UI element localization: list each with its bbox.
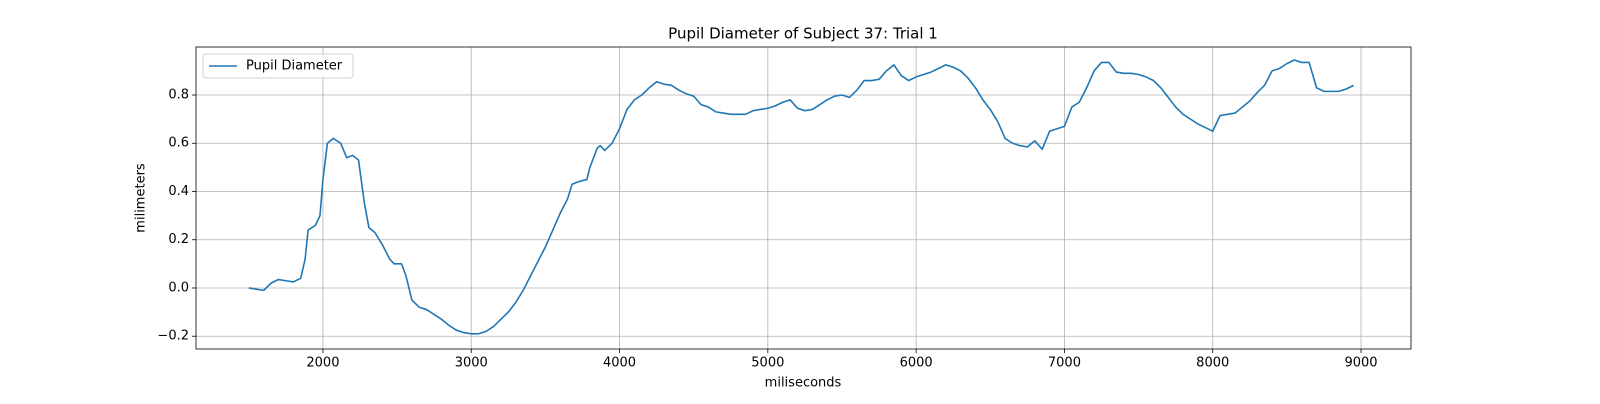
x-tick-label: 5000 (751, 356, 784, 371)
line-series (248, 59, 1354, 335)
x-axis-label: miliseconds (765, 376, 842, 391)
chart-title: Pupil Diameter of Subject 37: Trial 1 (668, 25, 938, 43)
plot-frame (195, 46, 1412, 350)
x-tick-label: 7000 (1048, 356, 1081, 371)
x-tick-label: 3000 (455, 356, 488, 371)
legend-box (202, 53, 354, 79)
y-tick-label: 0.4 (168, 184, 189, 199)
x-tick-label: 4000 (603, 356, 636, 371)
x-tick-label: 8000 (1196, 356, 1229, 371)
x-tick-label: 6000 (900, 356, 933, 371)
y-axis-label: milimeters (134, 163, 149, 233)
y-tick-label: 0.6 (168, 136, 189, 151)
y-tick-label: 0.0 (168, 280, 189, 295)
y-tick-label: 0.2 (168, 232, 189, 247)
y-tick-label: 0.8 (168, 88, 189, 103)
legend-label: Pupil Diameter (246, 59, 343, 74)
x-tick-label: 9000 (1344, 356, 1377, 371)
x-tick-label: 2000 (306, 356, 339, 371)
y-tick-label: −0.2 (157, 329, 189, 344)
